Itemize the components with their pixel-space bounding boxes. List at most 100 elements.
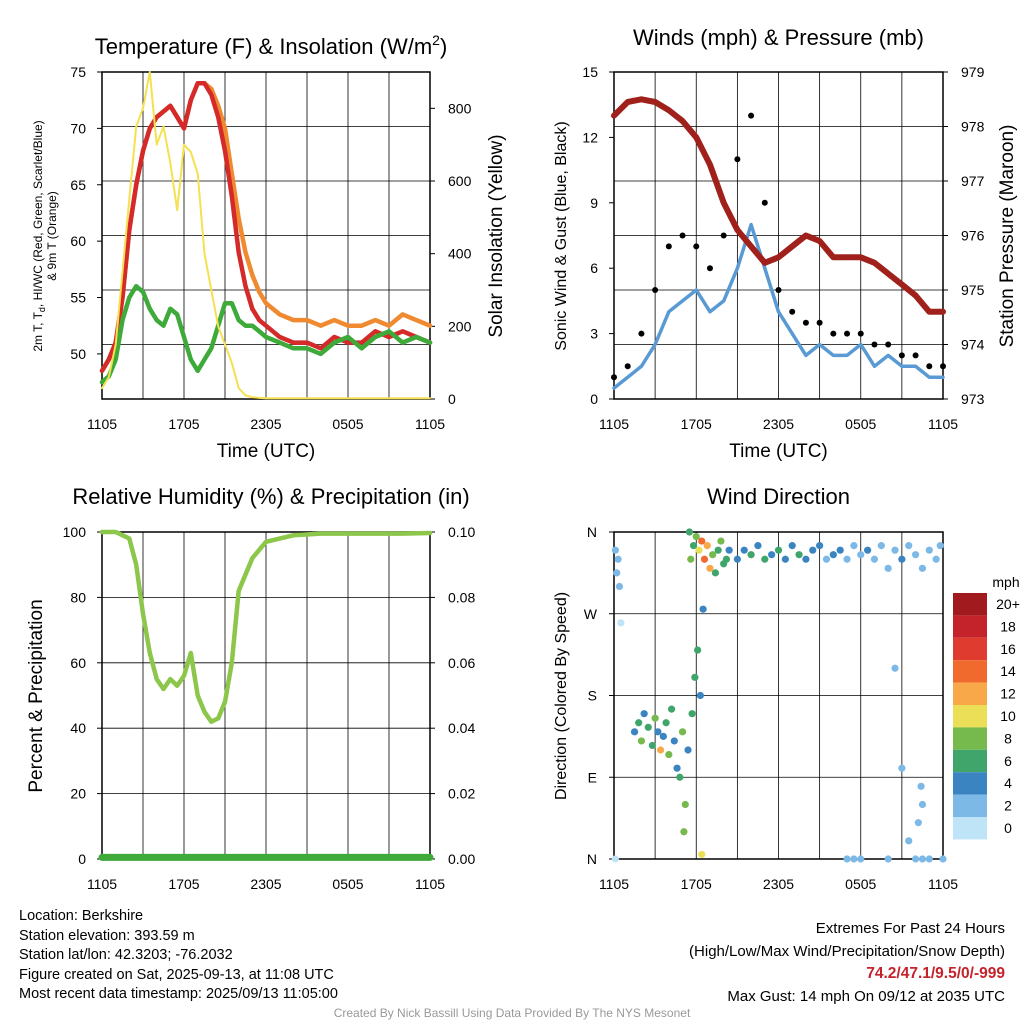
direction-point	[717, 537, 725, 545]
gust-point	[830, 330, 837, 337]
direction-point	[654, 728, 662, 736]
direction-point	[670, 737, 678, 745]
direction-point	[662, 719, 670, 727]
gust-point	[638, 330, 645, 337]
colorbar-label: 16	[1000, 641, 1016, 657]
direction-point	[905, 837, 913, 845]
direction-point	[676, 773, 684, 781]
colorbar-swatch	[953, 593, 987, 616]
direction-point	[925, 855, 933, 863]
direction-point	[747, 551, 755, 559]
direction-point	[822, 555, 831, 563]
chart-title: Winds (mph) & Pressure (mb)	[633, 25, 924, 50]
direction-point	[891, 664, 899, 672]
direction-point	[857, 855, 865, 863]
direction-point	[688, 710, 696, 718]
chart-title: Temperature (F) & Insolation (W/m2)	[95, 32, 448, 59]
direction-point	[754, 542, 762, 550]
colorbar-swatch	[953, 615, 987, 638]
direction-point	[644, 723, 652, 731]
direction-point	[698, 537, 706, 545]
direction-point	[925, 546, 933, 554]
direction-point	[694, 646, 702, 654]
extremes-title: Extremes For Past 24 Hours	[815, 920, 1005, 937]
x-tick-label: 0505	[845, 416, 876, 432]
y-tick-label: 60	[70, 655, 86, 671]
gust-point	[679, 232, 686, 239]
direction-point	[640, 710, 648, 718]
gust-point	[844, 330, 851, 337]
y2-tick-label: 975	[961, 282, 985, 298]
panel-winds: Winds (mph) & Pressure (mb) Time (UTC) Son…	[553, 25, 1018, 462]
y2-tick-label: 200	[448, 318, 472, 334]
direction-point	[709, 551, 717, 559]
chart-title: Relative Humidity (%) & Precipitation (i…	[72, 484, 469, 509]
x-tick-label: 1105	[928, 416, 958, 432]
x-tick-label: 1105	[599, 876, 629, 892]
direction-point	[673, 764, 681, 772]
direction-point	[843, 555, 851, 563]
y2-axis-label: Solar Insolation (Yellow)	[486, 134, 507, 337]
direction-point	[657, 746, 665, 754]
direction-point	[611, 855, 619, 863]
y2-tick-label: 400	[448, 246, 472, 262]
colorbar: mph 20+ 18 16 14 12 10 8 6 4 2 0	[953, 574, 1020, 840]
direction-point	[698, 850, 706, 859]
colorbar-label: 12	[1000, 686, 1016, 702]
x-axis-label: Time (UTC)	[217, 441, 316, 462]
direction-point	[918, 800, 927, 809]
colorbar-label: 6	[1004, 753, 1012, 769]
colorbar-title: mph	[992, 574, 1019, 590]
y2-tick-label: 600	[448, 173, 472, 189]
direction-point	[918, 564, 927, 572]
direction-point	[809, 546, 817, 554]
direction-point	[648, 741, 656, 750]
direction-point	[898, 555, 906, 563]
y2-tick-label: 976	[961, 228, 985, 244]
y-tick-label: 6	[590, 260, 598, 276]
y-tick-label: E	[588, 769, 597, 785]
colorbar-swatch	[953, 660, 987, 683]
x-tick-label: 2305	[250, 416, 281, 432]
x-tick-label: 0505	[332, 416, 363, 432]
x-tick-label: 1105	[87, 876, 117, 892]
direction-point	[816, 542, 824, 550]
colorbar-label: 14	[1000, 663, 1016, 679]
direction-point	[918, 855, 927, 863]
y-tick-label: 20	[70, 786, 86, 802]
gust-point	[857, 330, 864, 337]
colorbar-swatch	[953, 705, 987, 728]
colorbar-label: 10	[1000, 708, 1016, 724]
x-tick-label: 1705	[168, 416, 199, 432]
y-tick-label: 75	[70, 64, 86, 80]
x-tick-label: 1105	[87, 416, 117, 432]
x-tick-label: 1705	[168, 876, 199, 892]
figure-created: Figure created on Sat, 2025-09-13, at 11…	[19, 966, 334, 983]
direction-point	[802, 555, 810, 563]
direction-point	[711, 569, 720, 577]
colorbar-swatch	[953, 794, 987, 817]
direction-point	[689, 542, 698, 550]
direction-point	[696, 691, 704, 700]
direction-point	[692, 532, 700, 541]
chart-title: Wind Direction	[707, 484, 850, 509]
station-latlon: Station lat/lon: 42.3203; -76.2032	[19, 947, 233, 964]
direction-point	[703, 542, 711, 550]
direction-point	[740, 546, 748, 554]
y-tick-label: 65	[70, 177, 86, 193]
series-wind	[612, 222, 945, 390]
x-tick-label: 1705	[681, 876, 712, 892]
gust-point	[940, 363, 946, 370]
y2-tick-label: 0.02	[448, 786, 475, 802]
direction-point	[678, 728, 687, 736]
panel-wind-direction: Wind Direction Direction (Colored By Spee…	[553, 484, 958, 892]
colorbar-label: 4	[1004, 775, 1012, 791]
gust-point	[748, 112, 755, 119]
direction-point	[829, 551, 837, 559]
direction-point	[939, 855, 947, 863]
gust-point	[734, 156, 741, 163]
direction-point	[905, 542, 913, 550]
direction-point	[914, 819, 922, 827]
y-tick-label: 55	[70, 290, 86, 306]
